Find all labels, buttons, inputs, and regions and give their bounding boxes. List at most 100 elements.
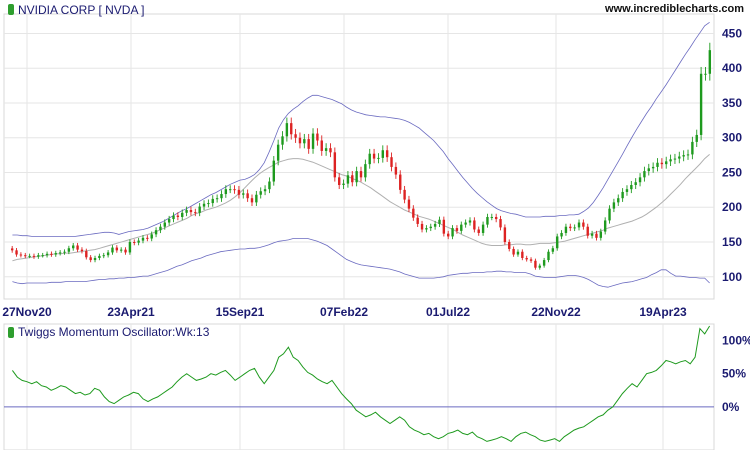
candle-up [207,203,210,205]
candle-down [390,157,393,167]
candle-up [429,226,432,229]
candle-up [599,231,603,238]
candle-down [351,175,354,183]
candle-down [80,249,84,252]
candle-up [464,222,467,225]
candle-down [316,133,319,141]
price-band-overlays [12,21,710,288]
candle-up [102,255,105,257]
candle-down [477,229,480,233]
candle-down [320,140,323,151]
candle-down [499,219,502,228]
candle-down [246,193,249,199]
oscillator-marker-icon [8,327,14,338]
price-y-tick-label: 300 [722,131,742,145]
candle-up [342,183,345,185]
candle-up [137,240,140,243]
date-tick-label: 07Feb22 [320,305,368,319]
candle-up [438,219,441,224]
oscillator-y-axis: 100% 50% 0% [722,334,750,414]
candle-up [167,219,171,223]
candle-down [194,212,197,214]
candle-down [359,171,363,178]
oscillator-panel: 100% 50% 0% Twiggs Momentum Oscillator:Wk:… [3,323,750,450]
candle-up [259,191,262,195]
candle-down [385,150,389,158]
candle-down [89,257,92,261]
price-candles [10,42,712,270]
candle-up [634,182,637,185]
candle-up [242,193,245,195]
candle-down [329,148,332,153]
candle-up [682,155,685,157]
candle-down [595,233,598,238]
candle-up [699,73,703,135]
candle-down [508,242,511,249]
candle-down [512,248,515,255]
candle-up [425,228,428,230]
candle-up [608,208,611,221]
candle-up [669,159,672,162]
candle-down [115,247,119,251]
candle-down [407,199,411,209]
candle-up [255,194,258,203]
candle-up [590,233,594,236]
candle-up [268,181,271,190]
candle-up [704,73,707,75]
date-tick-label: 15Sep21 [216,305,265,319]
candle-up [150,234,153,239]
candle-down [24,255,27,257]
candle-down [372,153,376,159]
candle-up [647,168,650,172]
candle-up [638,177,642,183]
price-plot-border [3,13,715,300]
candle-up [695,134,698,142]
candle-up [381,150,385,158]
candle-down [237,189,241,195]
price-y-axis: 100 150 200 250 300 350 400 450 [722,26,742,283]
candle-up [651,166,655,169]
candle-down [290,123,293,135]
candle-up [346,175,350,184]
candle-up [285,123,289,137]
candle-up [45,253,49,256]
candle-down [10,248,14,251]
candle-up [355,171,358,183]
price-y-tick-label: 400 [722,61,742,75]
candle-up [673,158,677,160]
price-y-tick-label: 150 [722,235,742,249]
oscillator-gridlines [26,324,664,450]
candle-down [416,217,419,224]
candle-up [460,224,463,231]
oscillator-y-tick-label: 0% [722,400,740,414]
candle-up [630,185,633,190]
candle-up [154,230,158,235]
candle-up [159,226,162,231]
candle-down [176,215,180,217]
candle-up [468,220,472,223]
oscillator-line [11,325,711,443]
lower-band-line [12,238,710,288]
candle-down [534,260,537,268]
candle-down [399,174,402,190]
candle-up [603,220,607,232]
candle-up [28,255,31,257]
candle-up [643,171,646,178]
candle-up [72,245,75,249]
price-panel: 100 150 200 250 300 350 400 450 27Nov20 23Apr21 1… [2,3,744,319]
candle-up [486,216,489,225]
candle-down [494,216,498,220]
candle-down [455,228,459,231]
candle-down [403,189,406,200]
candle-up [564,226,568,233]
candle-down [529,259,533,261]
site-watermark: www.incrediblecharts.com [604,3,744,15]
candle-down [50,253,53,255]
candle-down [189,210,193,213]
candle-up [141,237,145,241]
chart-title: NVIDIA CORP [ NVDA ] [18,3,144,17]
candle-up [686,154,690,156]
candle-up [41,255,44,257]
candle-up [211,198,214,204]
